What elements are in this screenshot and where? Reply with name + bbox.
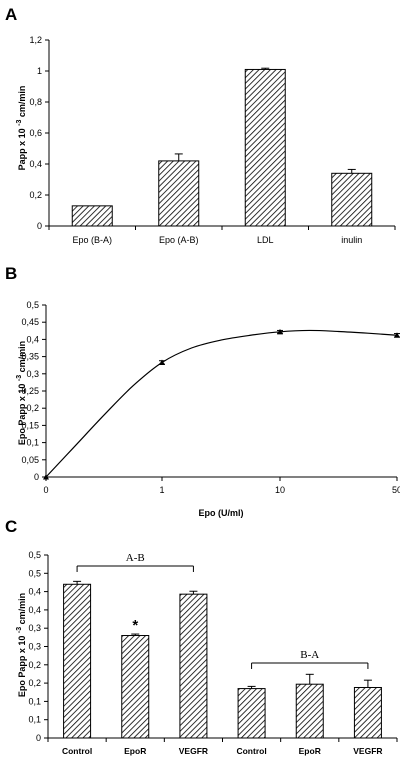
y-tick-label: 0,5 (28, 550, 41, 560)
y-tick-label: 0 (36, 733, 41, 743)
data-point (394, 332, 400, 338)
x-tick-label: Epo (B-A) (72, 235, 112, 245)
y-tick-label: 0,05 (21, 455, 39, 465)
panel-c-label: C (5, 517, 17, 536)
x-tick-label: 1 (159, 485, 164, 495)
x-tick-label: VEGFR (179, 746, 208, 756)
x-tick-label: 50 (392, 485, 400, 495)
panel-a: A Papp x 10 -3 cm/min 00,20,40,60,811,2 … (5, 5, 396, 245)
y-tick-label: 0,4 (29, 159, 42, 169)
y-tick-label: 0,3 (28, 623, 41, 633)
panel-b: B Epo Papp x 10 -3 cm/min 0 0,05 0,1 0,15 0,… (5, 264, 400, 518)
y-tick-label: 0,6 (29, 128, 42, 138)
y-tick-label: 0,5 (26, 300, 39, 310)
x-tick-label: VEGFR (353, 746, 382, 756)
bar (353, 686, 382, 739)
bar (63, 583, 92, 739)
group-label: A-B (126, 552, 145, 564)
y-tick-label: 0,4 (28, 587, 41, 597)
y-tick-label: 0,35 (21, 352, 39, 362)
bar (179, 593, 208, 739)
y-tick-label: 0,2 (28, 660, 41, 670)
y-tick-label: 0,4 (26, 334, 39, 344)
y-tick-label: 0,2 (29, 190, 42, 200)
y-tick-label: 0,25 (21, 386, 39, 396)
x-tick-label: Control (62, 746, 92, 756)
data-point (277, 328, 283, 335)
significance-marker: * (132, 617, 138, 634)
bar (71, 205, 113, 227)
y-tick-label: 0,3 (28, 642, 41, 652)
bar (331, 172, 373, 227)
data-point (159, 359, 165, 365)
bar (158, 160, 200, 227)
x-tick-label: EpoR (124, 746, 146, 756)
y-tick-label: 0,1 (28, 696, 41, 706)
x-tick-label: 0 (43, 485, 48, 495)
y-tick-label: 0 (34, 472, 39, 482)
x-tick-label: inulin (341, 235, 362, 245)
y-tick-label: 0,2 (26, 403, 39, 413)
y-tick-label: 0,8 (29, 97, 42, 107)
y-tick-label: 0,5 (28, 568, 41, 578)
y-tick-label: 0,1 (28, 715, 41, 725)
series-line (45, 329, 398, 478)
y-tick-label: 0,15 (21, 420, 39, 430)
y-tick-label: 0,1 (26, 438, 39, 448)
x-tick-label: Epo (A-B) (159, 235, 199, 245)
y-tick-label: 0,2 (28, 678, 41, 688)
y-tick-label: 0,45 (21, 317, 39, 327)
x-tick-label: Control (236, 746, 266, 756)
panel-a-y-axis-label: Papp x 10 -3 cm/min (16, 86, 27, 171)
x-tick-label: LDL (257, 235, 274, 245)
y-tick-label: 1 (37, 66, 42, 76)
y-tick-label: 1,2 (29, 35, 42, 45)
bar (295, 683, 324, 739)
y-tick-label: 0,4 (28, 605, 41, 615)
bar (121, 635, 150, 739)
panel-b-x-axis-label: Epo (U/ml) (199, 508, 244, 518)
bar (237, 688, 266, 739)
panel-b-label: B (5, 264, 17, 283)
panel-c-y-axis-label: Epo Papp x 10 -3 cm/min (16, 593, 27, 697)
data-point (43, 474, 49, 480)
group-label: B-A (300, 649, 319, 661)
bar (244, 68, 286, 227)
panel-c: C Epo Papp x 10 -3 cm/min 0 0,1 0,1 0,2 0,2 0… (5, 517, 398, 756)
y-tick-label: 0 (37, 221, 42, 231)
x-tick-label: 10 (275, 485, 285, 495)
y-tick-label: 0,3 (26, 369, 39, 379)
panel-a-label: A (5, 5, 17, 24)
x-tick-label: EpoR (299, 746, 321, 756)
panel-b-y-axis-label: Epo Papp x 10 -3 cm/min (16, 341, 27, 445)
